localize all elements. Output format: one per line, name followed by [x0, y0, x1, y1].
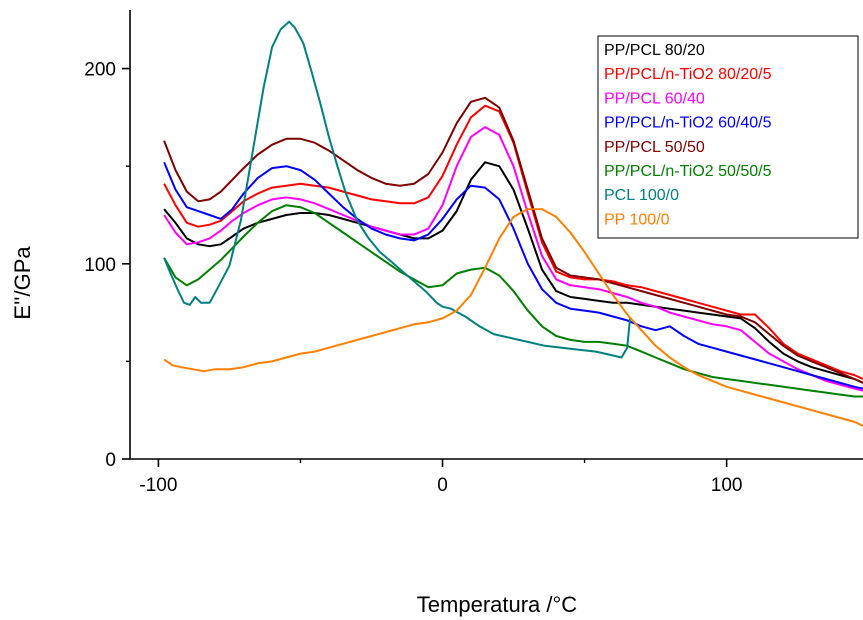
ticks: -100 0 100 0 100 200: [84, 60, 742, 496]
series-line-2: [163, 126, 863, 392]
legend-entry: PP/PCL 80/20: [604, 42, 705, 59]
axes: [129, 10, 863, 460]
legend-box: [597, 35, 859, 239]
series-line-4: [163, 96, 863, 384]
y-axis-title: E''/GPa: [10, 246, 35, 320]
x-tick-label: -100: [139, 475, 177, 496]
legend-entry: PP/PCL/n-TiO2 50/50/5: [604, 163, 772, 180]
series-line-1: [163, 104, 863, 380]
y-tick-label: 100: [84, 255, 116, 276]
x-tick-label: 0: [437, 475, 448, 496]
legend-entry: PP/PCL/n-TiO2 60/40/5: [604, 115, 772, 132]
x-axis-title: Temperatura /°C: [417, 592, 578, 617]
series-line-0: [163, 161, 863, 384]
legend-entry: PCL 100/0: [604, 187, 679, 204]
y-tick-label: 0: [105, 450, 116, 471]
series-layer: [163, 20, 863, 427]
y-tick-label: 200: [84, 60, 116, 81]
x-tick-label: 100: [711, 475, 743, 496]
series-line-6: [163, 20, 631, 359]
legend-entry: PP/PCL 60/40: [604, 90, 705, 107]
series-line-7: [163, 208, 863, 427]
series-line-3: [163, 161, 863, 390]
legend: PP/PCL 80/20 PP/PCL/n-TiO2 80/20/5 PP/PCL …: [597, 35, 859, 239]
legend-entry: PP 100/0: [604, 211, 670, 228]
legend-entry: PP/PCL/n-TiO2 80/20/5: [604, 66, 772, 83]
series-line-5: [163, 204, 863, 398]
legend-entry: PP/PCL 50/50: [604, 139, 705, 156]
